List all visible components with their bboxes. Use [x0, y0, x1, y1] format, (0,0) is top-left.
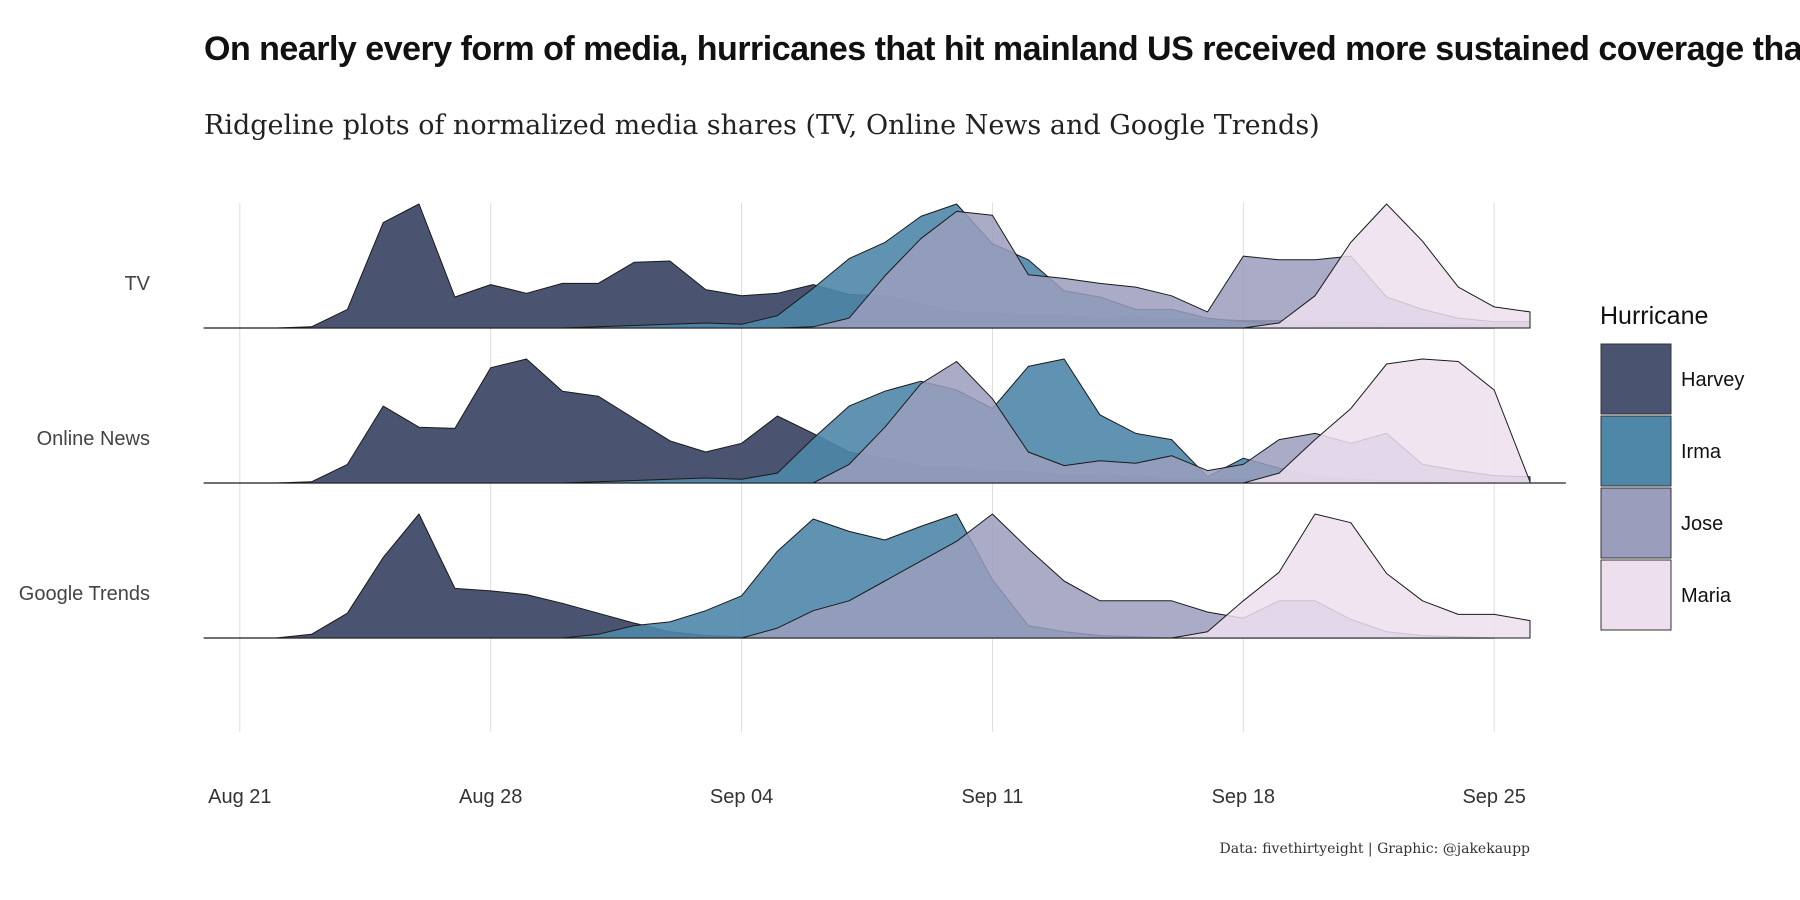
row-label: Online News — [37, 428, 150, 450]
chart-subtitle: Ridgeline plots of normalized media shar… — [204, 110, 1320, 141]
ridge-area-maria — [203, 513, 1531, 639]
chart-title: On nearly every form of media, hurricane… — [204, 30, 1800, 68]
ridge-area-maria — [203, 203, 1531, 329]
x-tick-label: Aug 28 — [459, 786, 522, 808]
source-caption: Data: fivethirtyeight | Graphic: @jakeka… — [1219, 841, 1531, 857]
legend-label: Irma — [1681, 441, 1722, 463]
ridgelines — [203, 203, 1566, 639]
legend-label: Maria — [1681, 585, 1732, 607]
legend-swatch — [1600, 487, 1672, 559]
ridge-row — [203, 203, 1531, 329]
x-tick-label: Sep 04 — [710, 786, 773, 808]
legend-label: Harvey — [1681, 369, 1744, 391]
x-tick-label: Sep 11 — [961, 786, 1023, 808]
legend-title: Hurricane — [1600, 302, 1708, 330]
row-label: TV — [124, 273, 150, 295]
legend-swatch — [1600, 415, 1672, 487]
x-axis-ticks: Aug 21 Aug 28 Sep 04 Sep 11 Sep 18 Sep 25 — [208, 786, 1526, 808]
row-labels: TV Online News Google Trends — [19, 273, 151, 605]
legend: Hurricane Harvey Irma Jose Maria — [1600, 302, 1744, 631]
ridge-row — [203, 513, 1531, 639]
ridge-area-maria — [203, 358, 1531, 484]
x-tick-label: Sep 18 — [1212, 786, 1275, 808]
x-tick-label: Aug 21 — [208, 786, 271, 808]
ridge-row — [203, 358, 1566, 484]
legend-swatch — [1600, 559, 1672, 631]
row-label: Google Trends — [19, 583, 150, 605]
x-tick-label: Sep 25 — [1462, 786, 1525, 808]
legend-swatch — [1600, 343, 1672, 415]
legend-label: Jose — [1681, 513, 1723, 535]
